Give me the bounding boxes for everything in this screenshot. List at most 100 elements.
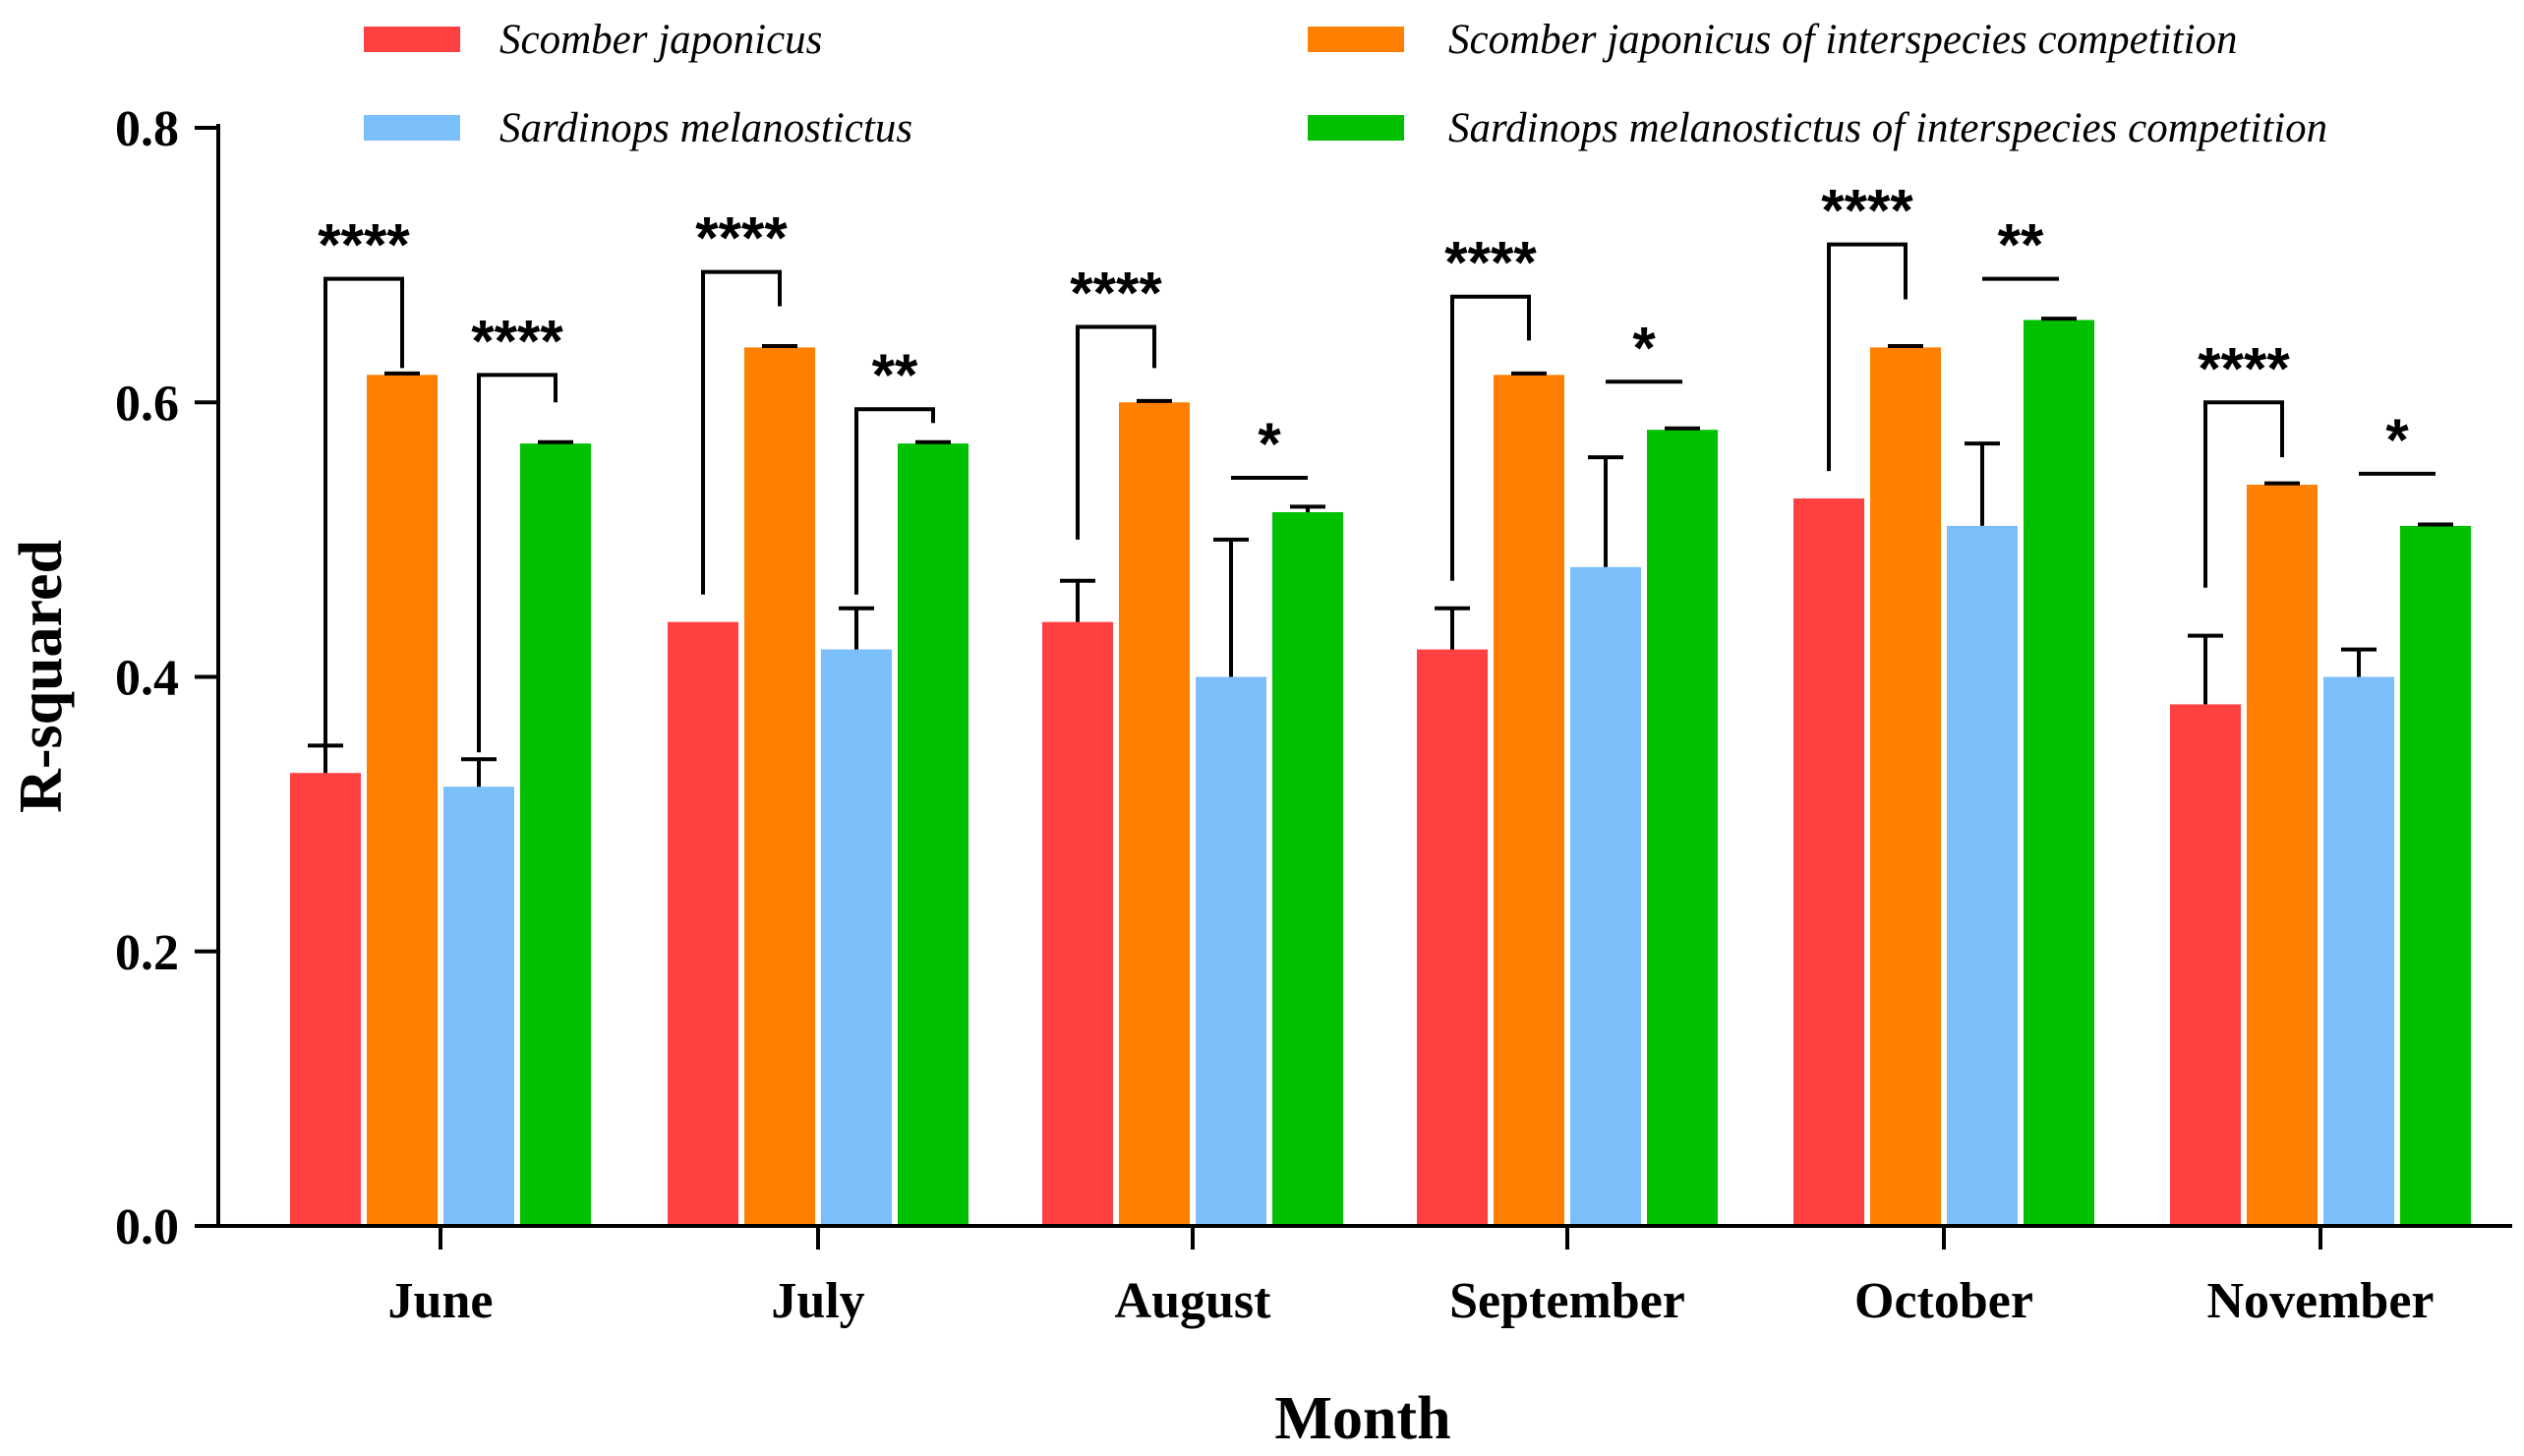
legend-label: Sardinops melanostictus of interspecies … bbox=[1448, 105, 2327, 151]
bar-july-series-3 bbox=[821, 649, 892, 1226]
error-bar bbox=[2418, 522, 2453, 527]
error-bar bbox=[1213, 537, 1249, 677]
error-bar bbox=[1511, 371, 1547, 376]
y-tick-label: 0.4 bbox=[115, 651, 179, 707]
significance-june: **** bbox=[471, 308, 563, 753]
bar-june-series-3 bbox=[443, 786, 514, 1226]
error-bar bbox=[2264, 481, 2300, 486]
legend-swatch bbox=[1308, 27, 1404, 52]
x-tick-label-november: November bbox=[2206, 1273, 2434, 1329]
bar-july-series-2 bbox=[744, 347, 815, 1226]
error-bar bbox=[1290, 504, 1325, 512]
error-bar bbox=[384, 371, 420, 376]
bar-june-series-4 bbox=[520, 443, 591, 1226]
x-tick-label-august: August bbox=[1115, 1273, 1272, 1329]
error-bar bbox=[1137, 398, 1172, 403]
error-bar bbox=[461, 757, 497, 787]
significance-october: ** bbox=[1982, 212, 2059, 281]
bar-august-series-3 bbox=[1196, 676, 1266, 1226]
x-tick-label-june: June bbox=[388, 1273, 494, 1329]
error-bar bbox=[2188, 633, 2223, 705]
bar-july-series-1 bbox=[668, 621, 738, 1226]
legend-item-2: Scomber japonicus of interspecies compet… bbox=[1308, 17, 2238, 63]
bar-august-series-1 bbox=[1042, 621, 1113, 1226]
error-bar bbox=[1888, 344, 1923, 349]
bar-september-series-2 bbox=[1494, 375, 1564, 1226]
error-bar bbox=[1060, 578, 1095, 622]
legend-swatch bbox=[364, 27, 460, 52]
bars bbox=[290, 320, 2471, 1227]
legend-swatch bbox=[1308, 115, 1404, 141]
significance-label: ** bbox=[872, 342, 918, 408]
bar-october-series-4 bbox=[2024, 320, 2094, 1227]
significance-june: **** bbox=[318, 212, 410, 753]
y-tick-label: 0.2 bbox=[115, 925, 179, 981]
x-tick-label-july: July bbox=[771, 1273, 864, 1329]
bar-august-series-2 bbox=[1119, 402, 1190, 1226]
legend-label: Scomber japonicus bbox=[499, 17, 822, 63]
significance-august: **** bbox=[1070, 260, 1162, 540]
bar-november-series-3 bbox=[2323, 676, 2394, 1226]
significance-label: **** bbox=[471, 308, 563, 374]
y-axis-title: R-squared bbox=[8, 540, 75, 813]
error-bar bbox=[2341, 647, 2377, 677]
legend-item-3: Sardinops melanostictus bbox=[364, 105, 912, 151]
significance-october: **** bbox=[1821, 178, 1913, 472]
significance-august: * bbox=[1231, 411, 1308, 481]
bar-october-series-3 bbox=[1947, 525, 2018, 1226]
significance-label: **** bbox=[2198, 335, 2290, 401]
error-bar bbox=[538, 439, 573, 444]
bar-july-series-4 bbox=[898, 443, 969, 1226]
legend-item-1: Scomber japonicus bbox=[364, 17, 822, 63]
x-axis-title: Month bbox=[1274, 1385, 1450, 1452]
y-tick-label: 0.8 bbox=[115, 101, 179, 157]
legend-swatch bbox=[364, 115, 460, 141]
bar-november-series-1 bbox=[2170, 704, 2241, 1226]
error-bars bbox=[308, 317, 2453, 787]
significance-november: **** bbox=[2198, 335, 2290, 588]
bar-june-series-1 bbox=[290, 773, 361, 1226]
y-tick-label: 0.6 bbox=[115, 376, 179, 432]
error-bar bbox=[915, 439, 951, 444]
bar-june-series-2 bbox=[367, 375, 438, 1226]
significance-label: **** bbox=[1444, 230, 1537, 296]
bar-october-series-2 bbox=[1870, 347, 1941, 1226]
bar-september-series-3 bbox=[1570, 566, 1641, 1226]
bar-august-series-4 bbox=[1272, 511, 1343, 1226]
significance-july: **** bbox=[695, 205, 788, 595]
significance-september: * bbox=[1606, 315, 1682, 384]
y-tick-label: 0.0 bbox=[115, 1199, 179, 1255]
significance-label: * bbox=[1632, 315, 1656, 380]
significance-annotations: *********************************** bbox=[318, 178, 2436, 753]
error-bar bbox=[2041, 317, 2077, 321]
significance-label: **** bbox=[1821, 178, 1913, 244]
bar-october-series-1 bbox=[1793, 497, 1864, 1226]
legend-label: Sardinops melanostictus bbox=[499, 105, 912, 151]
error-bar bbox=[762, 344, 797, 349]
error-bar bbox=[1965, 441, 2000, 526]
bar-november-series-4 bbox=[2400, 525, 2471, 1226]
legend: Scomber japonicus Scomber japonicus of in… bbox=[364, 17, 2327, 151]
significance-label: **** bbox=[695, 205, 788, 271]
significance-label: * bbox=[2385, 407, 2409, 473]
error-bar bbox=[839, 606, 874, 650]
significance-september: **** bbox=[1444, 230, 1537, 581]
x-tick-label-september: September bbox=[1449, 1273, 1685, 1329]
error-bar bbox=[1435, 606, 1470, 650]
error-bar bbox=[1665, 426, 1700, 431]
significance-july: ** bbox=[854, 342, 935, 595]
axes: 0.0 0.2 0.4 0.6 0.8 June July August September Oc… bbox=[115, 101, 2512, 1329]
significance-label: ** bbox=[1998, 212, 2044, 278]
legend-label: Scomber japonicus of interspecies compet… bbox=[1448, 17, 2238, 63]
significance-label: **** bbox=[318, 212, 410, 278]
bar-november-series-2 bbox=[2247, 485, 2318, 1226]
bar-september-series-4 bbox=[1647, 430, 1718, 1226]
significance-label: **** bbox=[1070, 260, 1162, 325]
significance-november: * bbox=[2359, 407, 2436, 476]
bar-september-series-1 bbox=[1417, 649, 1488, 1226]
legend-item-4: Sardinops melanostictus of interspecies … bbox=[1308, 105, 2327, 151]
error-bar bbox=[1588, 455, 1623, 567]
significance-label: * bbox=[1258, 411, 1281, 477]
x-tick-label-october: October bbox=[1854, 1273, 2033, 1329]
